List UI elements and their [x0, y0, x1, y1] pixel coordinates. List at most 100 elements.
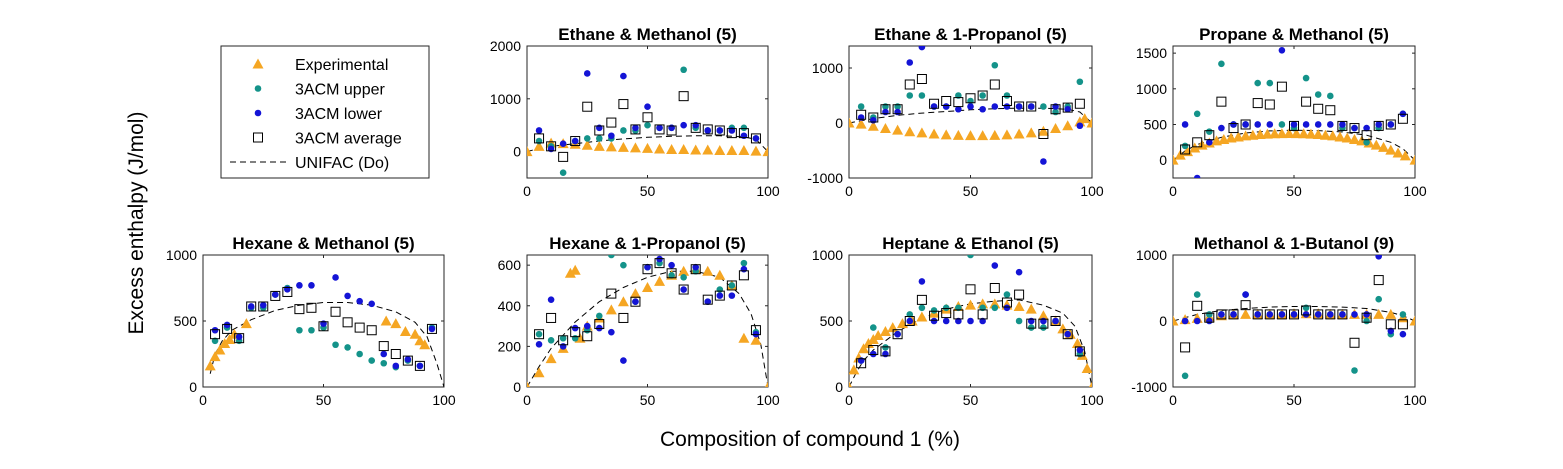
x-tick-label: 100 [432, 392, 456, 408]
acm-lower-point [1266, 311, 1274, 318]
y-tick-label: -1000 [1131, 379, 1167, 395]
acm-lower-point [1351, 124, 1358, 132]
panel-5: Hexane & 1-Propanol (5) 0 50 100 0 200 400 600 [498, 234, 780, 408]
acm-average-point [965, 93, 976, 104]
acm-average-point [856, 109, 867, 120]
x-tick-label: 100 [1080, 183, 1104, 199]
experimental-point [1025, 303, 1037, 314]
legend-label: 3ACM lower [295, 106, 383, 123]
acm-average-point [318, 321, 329, 332]
panel-title: Ethane & Methanol (5) [558, 25, 737, 44]
acm-upper-point [1003, 291, 1011, 298]
acm-average-point [390, 349, 401, 359]
acm-average-point [1240, 119, 1251, 130]
experimental-point [1071, 337, 1083, 348]
experimental-point [1062, 120, 1074, 131]
acm-lower-point [583, 322, 591, 330]
acm-upper-point [368, 357, 376, 364]
acm-average-point [1289, 309, 1299, 320]
experimental-point [750, 334, 762, 345]
acm-lower-point [1206, 317, 1213, 325]
experimental-point [399, 326, 411, 337]
acm-lower-point [332, 274, 339, 281]
acm-lower-point [1206, 139, 1213, 146]
acm-upper-point [1218, 60, 1225, 68]
experimental-point [714, 269, 726, 280]
acm-upper-point [740, 124, 748, 132]
acm-upper-point [918, 92, 926, 99]
acm-upper-point [644, 121, 651, 129]
acm-lower-point [547, 296, 555, 303]
acm-lower-point [716, 127, 724, 134]
y-tick-label: 1500 [1136, 45, 1167, 61]
y-tick-label: 600 [498, 257, 522, 273]
experimental-point [204, 360, 216, 371]
unifac-line [1173, 129, 1415, 161]
acm-average-point [1373, 275, 1384, 286]
acm-lower-point [882, 108, 889, 116]
acm-upper-point [1266, 79, 1274, 87]
acm-average-point [570, 136, 581, 147]
acm-average-point [690, 264, 701, 275]
acm-average-point [702, 294, 713, 305]
acm-upper-point [979, 92, 986, 99]
acm-lower-point [1040, 158, 1047, 165]
experimental-point [904, 126, 916, 137]
y-tick-label: 1000 [490, 91, 521, 107]
y-tick-label: 1000 [812, 247, 843, 263]
acm-upper-point [547, 336, 555, 344]
acm-average-point [258, 301, 269, 312]
experimental-point [409, 328, 421, 339]
experimental-point [1261, 128, 1273, 139]
y-tick-label: 1000 [166, 247, 197, 263]
experimental-point [1305, 128, 1317, 139]
acm-average-point [1373, 120, 1384, 131]
panel-title: Hexane & 1-Propanol (5) [549, 234, 746, 253]
acm-average-point [1204, 312, 1215, 323]
y-tick-label: 0 [513, 144, 521, 160]
acm-average-point [654, 258, 665, 269]
acm-lower-point [728, 292, 736, 299]
acm-average-point [702, 124, 713, 135]
acm-upper-point [857, 103, 865, 110]
experimental-point [1037, 310, 1049, 321]
acm-average-point [630, 124, 641, 135]
acm-average-point [558, 151, 569, 162]
legend-marker [254, 85, 262, 92]
acm-lower-point [1015, 103, 1023, 110]
acm-lower-point [1290, 311, 1298, 318]
acm-lower-point [535, 341, 543, 348]
x-tick-label: 0 [845, 183, 853, 199]
y-tick-label: 0 [1159, 313, 1167, 329]
experimental-point [617, 141, 629, 152]
experimental-point [678, 265, 690, 276]
y-tick-label: 0 [513, 379, 521, 395]
x-tick-label: 0 [523, 392, 531, 408]
x-tick-label: 0 [845, 392, 853, 408]
experimental-point [605, 141, 617, 152]
legend-label: 3ACM average [295, 131, 402, 148]
acm-average-point [904, 316, 915, 326]
y-tick-label: 200 [498, 338, 522, 354]
experimental-point [1290, 128, 1302, 139]
acm-average-point [1325, 309, 1336, 320]
acm-average-point [294, 304, 305, 315]
panel-title: Methanol & 1-Butanol (9) [1194, 234, 1394, 253]
acm-lower-point [392, 362, 400, 370]
acm-average-point [726, 128, 737, 139]
acm-average-point [953, 97, 964, 108]
x-tick-label: 50 [640, 392, 656, 408]
acm-upper-point [596, 312, 603, 320]
acm-lower-point [716, 292, 724, 299]
acm-average-point [630, 296, 641, 307]
experimental-point [977, 130, 989, 141]
panels: Ethane & Methanol (5)0 50 100010002000Etha… [166, 25, 1427, 408]
acm-average-point [1180, 342, 1191, 353]
acm-average-point [546, 312, 557, 323]
acm-average-point [1301, 305, 1312, 316]
experimental-point [858, 343, 870, 354]
unifac-line [209, 302, 444, 387]
experimental-point [1283, 128, 1295, 139]
acm-average-point [1385, 119, 1396, 130]
